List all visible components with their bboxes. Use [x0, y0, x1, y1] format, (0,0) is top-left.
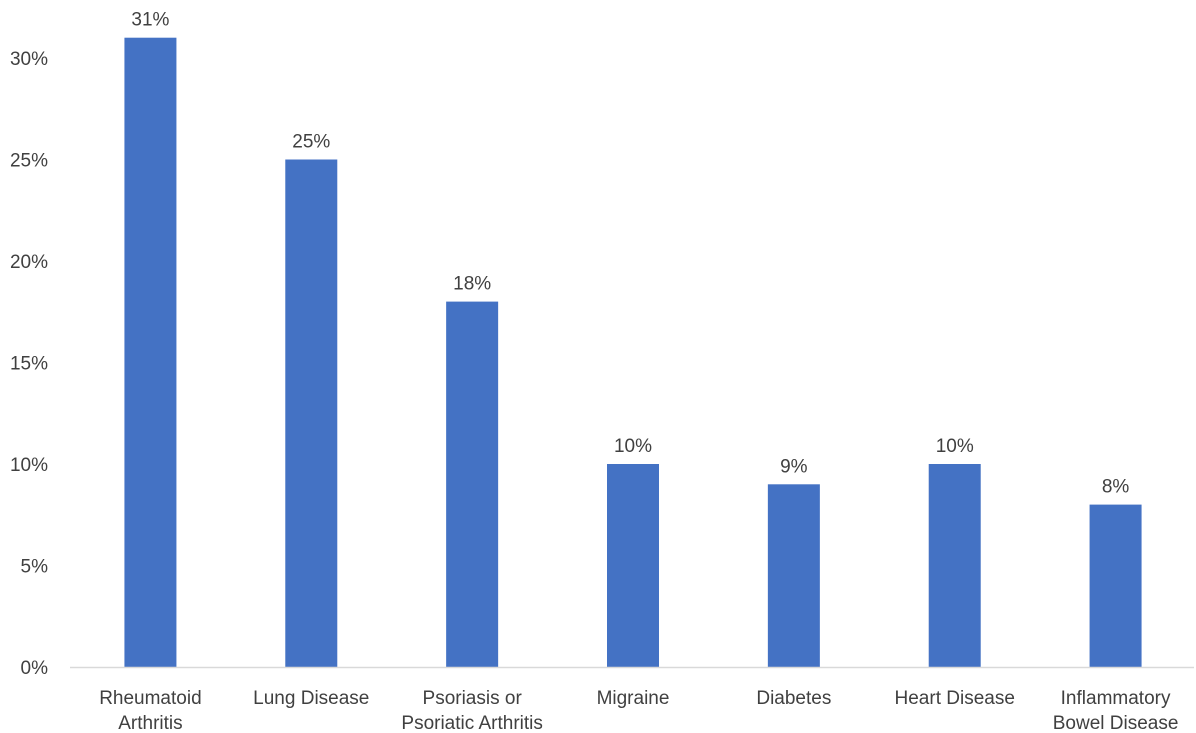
data-label-1: 25%	[292, 132, 330, 153]
y-tick-label-10: 10%	[10, 455, 48, 476]
x-category-label-4: Diabetes	[756, 688, 831, 709]
data-label-0: 31%	[131, 10, 169, 31]
x-category-label-6: Inflammatory Bowel Disease	[1053, 688, 1179, 733]
y-tick-label-5: 5%	[21, 557, 49, 578]
data-label-2: 18%	[453, 274, 491, 295]
x-category-label-6-line-0: Inflammatory	[1061, 688, 1171, 709]
bar-0	[124, 37, 177, 667]
x-category-label-1: Lung Disease	[253, 688, 369, 709]
x-category-label-5-line-0: Heart Disease	[895, 688, 1015, 709]
x-category-label-2: Psoriasis or Psoriatic Arthritis	[401, 688, 542, 733]
x-category-label-2-line-1: Psoriatic Arthritis	[401, 713, 542, 733]
y-tick-label-15: 15%	[10, 354, 48, 375]
bar-3	[607, 464, 659, 667]
x-category-label-3-line-0: Migraine	[597, 688, 670, 709]
y-tick-label-25: 25%	[10, 151, 48, 172]
x-category-label-3: Migraine	[597, 688, 670, 709]
y-tick-label-30: 30%	[10, 49, 48, 70]
data-label-5: 10%	[936, 436, 974, 457]
x-category-label-4-line-0: Diabetes	[756, 688, 831, 709]
data-label-4: 9%	[780, 456, 808, 477]
x-category-label-5: Heart Disease	[895, 688, 1015, 709]
x-category-label-0-line-1: Arthritis	[118, 713, 182, 733]
bar-4	[767, 484, 820, 667]
x-category-label-2-line-0: Psoriasis or	[423, 688, 523, 709]
y-tick-label-0: 0%	[21, 658, 49, 679]
bar-1	[285, 159, 338, 667]
x-axis-category-labels: Rheumatoid Arthritis Lung Disease Psoriasis…	[99, 688, 1178, 733]
x-category-label-0-line-0: Rheumatoid	[99, 688, 201, 709]
x-category-label-0: Rheumatoid Arthritis	[99, 688, 201, 733]
data-labels-group: 31% 25% 18% 10% 9% 10% 8%	[131, 10, 1129, 498]
bar-2	[446, 301, 499, 667]
data-label-6: 8%	[1102, 477, 1130, 498]
bar-6	[1089, 504, 1142, 667]
x-category-label-1-line-0: Lung Disease	[253, 688, 369, 709]
bar-5	[928, 464, 981, 667]
data-label-3: 10%	[614, 436, 652, 457]
y-axis-tick-labels: 0% 5% 10% 15% 20% 25% 30%	[10, 49, 48, 679]
y-tick-label-20: 20%	[10, 252, 48, 273]
bars-group	[124, 37, 1142, 667]
x-category-label-6-line-1: Bowel Disease	[1053, 713, 1179, 733]
